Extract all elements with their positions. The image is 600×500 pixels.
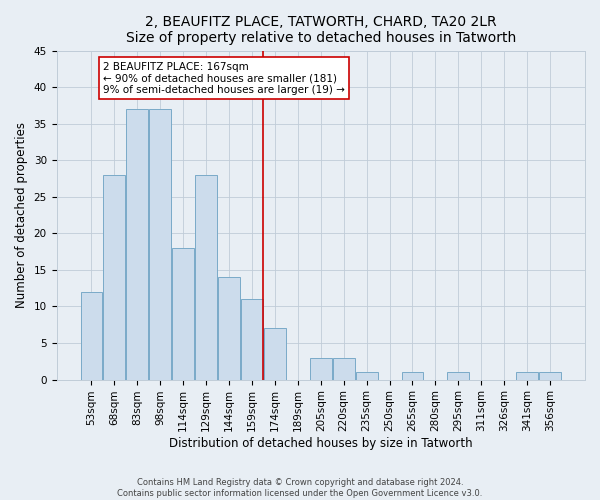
Bar (127, 109, 148, 380)
Bar (195, 175, 217, 380)
Bar (310, 358, 332, 380)
Text: 2 BEAUFITZ PLACE: 167sqm
← 90% of detached houses are smaller (181)
9% of semi-d: 2 BEAUFITZ PLACE: 167sqm ← 90% of detach… (103, 62, 345, 94)
Bar (448, 372, 469, 380)
X-axis label: Distribution of detached houses by size in Tatworth: Distribution of detached houses by size … (169, 437, 473, 450)
Bar (356, 372, 377, 380)
Bar (539, 372, 561, 380)
Bar (218, 277, 240, 380)
Y-axis label: Number of detached properties: Number of detached properties (15, 122, 28, 308)
Bar (103, 175, 125, 380)
Bar (333, 358, 355, 380)
Bar (401, 372, 424, 380)
Bar (516, 372, 538, 380)
Text: Contains HM Land Registry data © Crown copyright and database right 2024.
Contai: Contains HM Land Registry data © Crown c… (118, 478, 482, 498)
Title: 2, BEAUFITZ PLACE, TATWORTH, CHARD, TA20 2LR
Size of property relative to detach: 2, BEAUFITZ PLACE, TATWORTH, CHARD, TA20… (125, 15, 516, 45)
Bar (241, 299, 263, 380)
Bar (80, 292, 103, 380)
Bar (264, 328, 286, 380)
Bar (172, 248, 194, 380)
Bar (149, 109, 171, 380)
